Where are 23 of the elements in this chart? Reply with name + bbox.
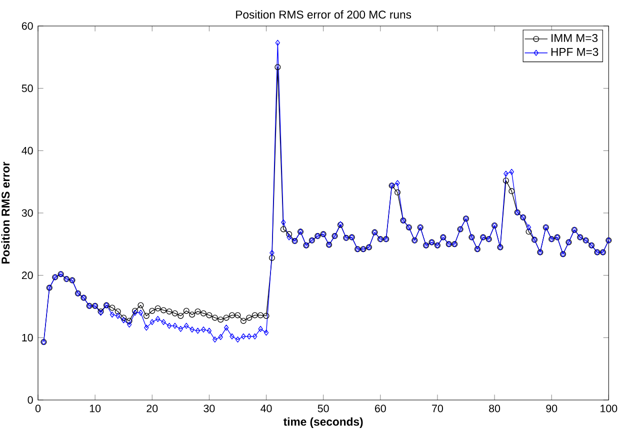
legend-label: IMM M=3	[552, 34, 598, 42]
y-tick-label: 50	[22, 84, 33, 92]
y-axis-title: Position RMS error	[1, 162, 10, 264]
y-tick-label: 20	[22, 272, 33, 280]
y-tick-label: 0	[28, 396, 33, 404]
x-tick-label: 20	[146, 404, 158, 412]
x-tick-label: 90	[546, 404, 558, 412]
x-tick-label: 50	[318, 404, 329, 412]
x-tick-label: 70	[432, 404, 443, 412]
y-tick-label: 30	[22, 209, 33, 217]
legend-label: HPF M=3	[551, 48, 598, 56]
y-tick-label: 10	[22, 334, 33, 342]
chart-title: Position RMS error of 200 MC runs	[236, 10, 412, 19]
x-axis-title: time (seconds)	[283, 417, 363, 428]
x-tick-label: 30	[204, 404, 215, 412]
x-tick-label: 80	[489, 404, 500, 412]
y-tick-label: 60	[22, 22, 33, 30]
x-tick-label: 60	[375, 404, 386, 412]
x-tick-label: 0	[35, 404, 41, 412]
x-tick-label: 40	[260, 404, 272, 412]
y-tick-label: 40	[22, 146, 33, 154]
x-tick-label: 100	[600, 404, 618, 412]
x-tick-label: 10	[90, 404, 101, 412]
